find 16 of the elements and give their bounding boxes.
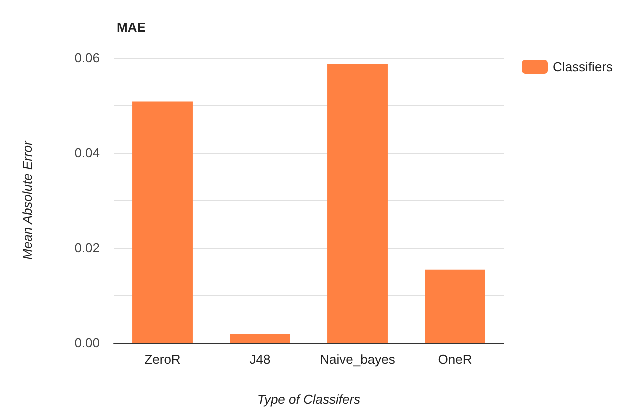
x-axis-title: Type of Classifers: [257, 392, 362, 407]
bar: [328, 64, 388, 343]
y-axis-title: Mean Absolute Error: [20, 140, 35, 260]
x-tick-label: OneR: [438, 352, 472, 367]
x-tick-label: ZeroR: [144, 352, 181, 367]
y-tick-label: 0.04: [74, 146, 100, 160]
bar: [132, 102, 193, 343]
bar: [425, 270, 486, 343]
chart-title: MAE: [117, 20, 146, 35]
x-tick-label: Naive_bayes: [320, 352, 396, 367]
y-tick-label: 0.06: [74, 50, 100, 66]
bar: [230, 334, 290, 343]
y-tick-label: 0.02: [74, 240, 100, 256]
legend-label: Classifiers: [553, 60, 614, 74]
y-tick-label: 0.00: [74, 336, 100, 350]
x-tick-label: J48: [250, 352, 271, 367]
